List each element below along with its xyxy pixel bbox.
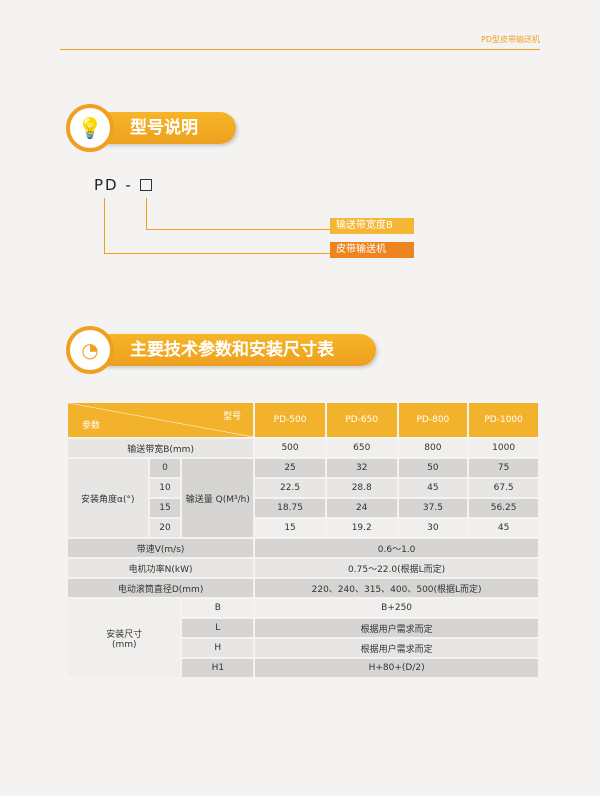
- table-cell: 650: [324, 437, 399, 459]
- table-cell: 45: [396, 477, 470, 499]
- table-cell: 输送带宽B(mm): [65, 437, 256, 459]
- section-specs: 主要技术参数和安装尺寸表 ◔: [66, 326, 376, 374]
- section-title: 主要技术参数和安装尺寸表: [86, 334, 376, 366]
- header-title: PD型皮带输送机: [481, 35, 540, 44]
- table-cell: 0: [147, 457, 183, 479]
- table-cell: PD-1000: [467, 401, 540, 439]
- table-cell: 安装角度α(°): [66, 457, 150, 539]
- table-cell: 根据用户需求而定: [253, 617, 540, 639]
- table-cell: B: [180, 597, 256, 619]
- table-cell: 型号 参数: [65, 401, 256, 439]
- pie-chart-icon: ◔: [66, 326, 114, 374]
- table-cell: 15: [253, 517, 327, 539]
- spec-table: 型号 参数 PD-500 PD-650 PD-800 PD-1000 输送带宽B(mm)…: [65, 401, 540, 679]
- table-cell: PD-800: [396, 401, 470, 439]
- model-placeholder-box: [139, 179, 152, 191]
- table-cell: 电机功率N(kW): [65, 557, 256, 579]
- table-cell: H: [180, 637, 256, 659]
- table-cell: 根据用户需求而定: [253, 637, 540, 659]
- table-cell: H1: [180, 657, 256, 679]
- table-cell: 0.75～22.0(根据L而定): [253, 557, 540, 579]
- table-cell: 45: [467, 517, 540, 539]
- table-cell: 500: [253, 437, 327, 459]
- label-conveyor: 皮带输送机: [330, 242, 414, 258]
- label-belt-width: 输送带宽度B: [330, 218, 414, 234]
- table-cell: 50: [396, 457, 470, 479]
- table-cell: 带速V(m/s): [65, 537, 256, 559]
- table-cell: H+80+(D/2): [253, 657, 540, 679]
- table-cell: 输送量 Q(M³/h): [180, 457, 256, 539]
- table-cell: PD-500: [253, 401, 327, 439]
- table-cell: 37.5: [396, 497, 470, 519]
- table-cell: 25: [253, 457, 327, 479]
- table-cell: 20: [147, 517, 183, 539]
- model-code: PD -: [94, 176, 152, 194]
- table-cell: 1000: [467, 437, 540, 459]
- table-cell: 28.8: [324, 477, 399, 499]
- table-cell: 800: [396, 437, 470, 459]
- table-cell: 安装尺寸 (mm): [65, 597, 183, 679]
- table-cell: 19.2: [324, 517, 399, 539]
- table-cell: 56.25: [467, 497, 540, 519]
- table-cell: 30: [396, 517, 470, 539]
- table-cell: 67.5: [467, 477, 540, 499]
- lightbulb-icon: 💡: [66, 104, 114, 152]
- table-cell: 220、240、315、400、500(根据L而定): [253, 577, 540, 599]
- table-cell: 24: [324, 497, 399, 519]
- table-cell: PD-650: [324, 401, 399, 439]
- table-cell: 75: [467, 457, 540, 479]
- table-cell: 32: [324, 457, 399, 479]
- table-cell: 18.75: [253, 497, 327, 519]
- table-cell: 0.6～1.0: [253, 537, 540, 559]
- table-cell: 15: [147, 497, 183, 519]
- table-cell: 电动滚筒直径D(mm): [65, 577, 256, 599]
- model-prefix: PD -: [94, 176, 133, 194]
- section-model: 型号说明 💡: [66, 104, 236, 152]
- table-cell: B+250: [253, 597, 540, 619]
- table-cell: L: [180, 617, 256, 639]
- table-cell: 22.5: [253, 477, 327, 499]
- table-cell: 10: [147, 477, 183, 499]
- header-divider: [60, 49, 540, 50]
